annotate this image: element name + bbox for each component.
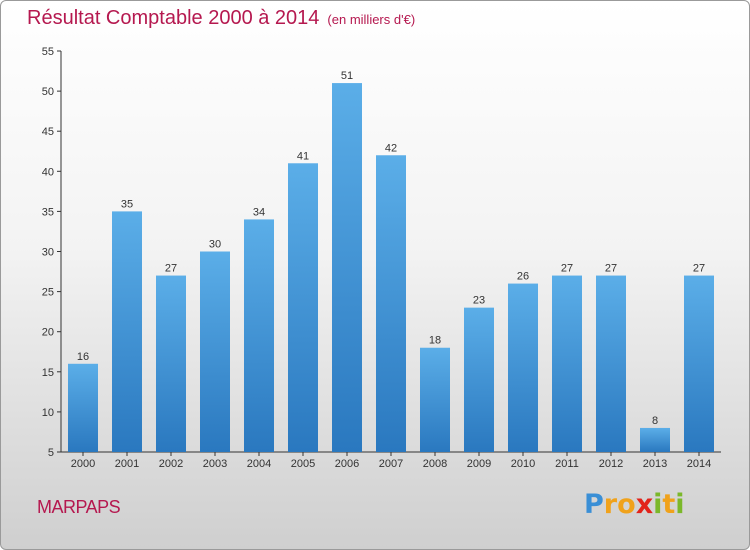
- title-text: Résultat Comptable 2000 à 2014: [27, 7, 320, 29]
- y-axis: 5 10 15 20 25 30 35 40 45 50 55: [42, 46, 62, 459]
- y-tick-label: 15: [42, 367, 54, 379]
- bars: 16 35 27 30 34 41 51 42 18 23 26 27 27 8 27: [68, 70, 714, 452]
- bar-value-label: 16: [77, 351, 89, 363]
- title-unit: (en milliers d'€): [327, 12, 416, 27]
- bar: [288, 163, 318, 452]
- bar-value-label: 27: [561, 263, 573, 275]
- chart-title: Résultat Comptable 2000 à 2014 (en millie…: [27, 7, 415, 30]
- bar: [464, 307, 494, 452]
- bar: [684, 275, 714, 452]
- x-tick-label: 2006: [335, 458, 359, 470]
- bar: [420, 347, 450, 452]
- bar-value-label: 27: [605, 263, 617, 275]
- bar-value-label: 8: [652, 415, 658, 427]
- y-tick-label: 45: [42, 126, 54, 138]
- y-tick-label: 20: [42, 327, 54, 339]
- bar-value-label: 42: [385, 142, 397, 154]
- y-tick-label: 55: [42, 46, 54, 58]
- bar-value-label: 51: [341, 70, 353, 82]
- x-tick-label: 2010: [511, 458, 535, 470]
- bar-value-label: 35: [121, 198, 133, 210]
- y-tick-label: 50: [42, 86, 54, 98]
- x-tick-label: 2014: [687, 458, 711, 470]
- bar: [332, 83, 362, 452]
- x-axis: 2000 2001 2002 2003 2004 2005 2006 2007 2008 2009…: [61, 451, 721, 470]
- bar: [552, 275, 582, 452]
- x-tick-label: 2003: [203, 458, 227, 470]
- x-tick-label: 2013: [643, 458, 667, 470]
- bar: [112, 211, 142, 452]
- bar: [508, 283, 538, 452]
- y-tick-label: 10: [42, 407, 54, 419]
- bar-value-label: 23: [473, 295, 485, 307]
- commune-name: MARPAPS: [37, 497, 121, 517]
- bar: [68, 363, 98, 452]
- bar-value-label: 30: [209, 239, 221, 251]
- y-tick-label: 5: [48, 447, 54, 459]
- bar: [200, 251, 230, 452]
- bar: [640, 427, 670, 452]
- y-tick-label: 35: [42, 206, 54, 218]
- bar-value-label: 26: [517, 271, 529, 283]
- bar-value-label: 18: [429, 335, 441, 347]
- x-tick-label: 2002: [159, 458, 183, 470]
- bar: [596, 275, 626, 452]
- x-tick-label: 2005: [291, 458, 315, 470]
- x-tick-label: 2001: [115, 458, 139, 470]
- x-tick-label: 2009: [467, 458, 491, 470]
- bar: [376, 155, 406, 452]
- bar-value-label: 27: [165, 263, 177, 275]
- bar-value-label: 41: [297, 150, 309, 162]
- x-tick-label: 2007: [379, 458, 403, 470]
- x-tick-label: 2012: [599, 458, 623, 470]
- x-tick-label: 2004: [247, 458, 271, 470]
- bar-value-label: 34: [253, 206, 265, 218]
- y-tick-label: 30: [42, 247, 54, 259]
- y-tick-label: 40: [42, 166, 54, 178]
- bar: [244, 219, 274, 452]
- bar-value-label: 27: [693, 263, 705, 275]
- bar: [156, 275, 186, 452]
- proxiti-logo[interactable]: Proxiti: [584, 489, 685, 520]
- x-tick-label: 2011: [555, 458, 579, 470]
- x-tick-label: 2000: [71, 458, 95, 470]
- y-tick-label: 25: [42, 287, 54, 299]
- x-tick-label: 2008: [423, 458, 447, 470]
